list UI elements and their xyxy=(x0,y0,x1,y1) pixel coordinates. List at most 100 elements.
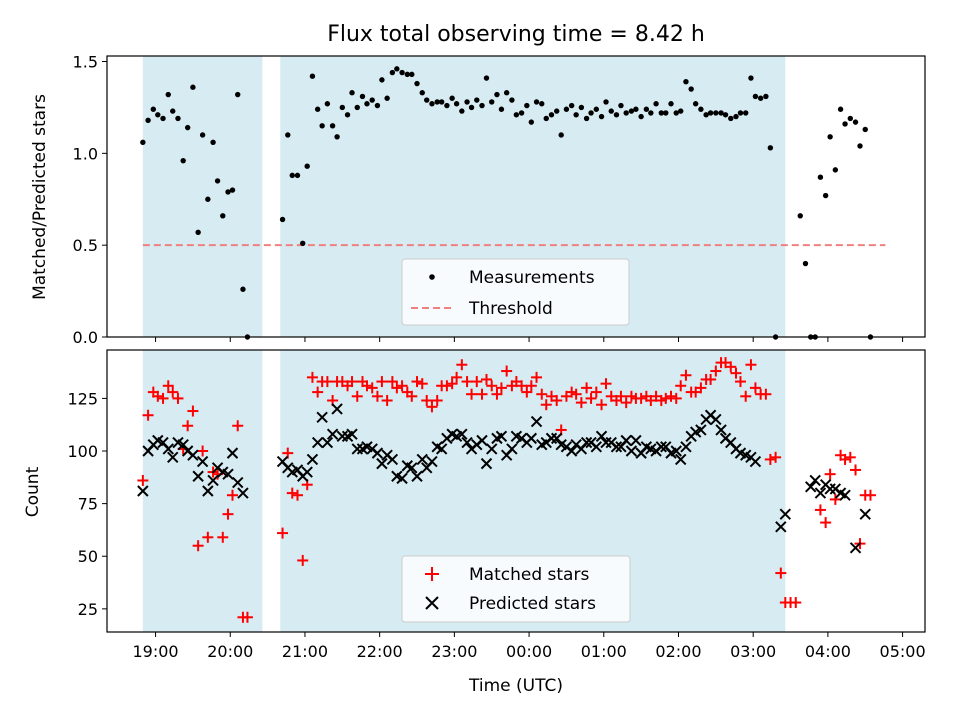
legend-matched-marker xyxy=(425,567,439,581)
matched-star-point xyxy=(381,395,393,407)
top-y-tick-label: 0.5 xyxy=(73,236,98,255)
measurement-point xyxy=(733,113,739,120)
measurement-point xyxy=(474,97,480,103)
measurement-point xyxy=(155,112,161,118)
measurement-point xyxy=(404,71,411,78)
measurement-point xyxy=(374,102,381,109)
predicted-star-point xyxy=(580,436,593,449)
matched-star-point xyxy=(152,390,164,402)
x-tick-label: 22:00 xyxy=(357,642,403,661)
measurement-point xyxy=(663,110,669,116)
measurement-point xyxy=(688,86,694,92)
measurement-point xyxy=(748,75,754,81)
matched-star-point xyxy=(824,468,836,480)
matched-star-point xyxy=(814,504,826,516)
predicted-star-point xyxy=(207,474,219,487)
measurement-point xyxy=(364,101,370,107)
predicted-star-point xyxy=(311,436,324,449)
measurement-point xyxy=(543,115,549,122)
measurement-point xyxy=(638,113,644,120)
matched-star-point xyxy=(461,376,473,388)
bottom-panel: 25 50 75 100 125 19:00 20:00 21:00 22:00 23:00 00… xyxy=(23,349,926,696)
predicted-star-point xyxy=(715,424,727,436)
matched-star-point xyxy=(466,388,478,400)
measurement-point xyxy=(394,66,400,72)
matched-star-point xyxy=(312,386,324,398)
x-tick-label: 00:00 xyxy=(506,642,552,661)
matched-star-point xyxy=(227,489,239,501)
matched-star-point xyxy=(820,517,832,529)
predicted-star-point xyxy=(695,424,707,436)
matched-star-point xyxy=(192,540,204,552)
predicted-star-point xyxy=(346,428,358,440)
bottom-y-tick-label: 75 xyxy=(78,495,98,514)
matched-star-point xyxy=(456,359,468,371)
matched-star-point xyxy=(680,369,692,381)
matched-star-point xyxy=(764,453,776,465)
measurement-point xyxy=(165,91,171,98)
measurement-point xyxy=(329,123,336,129)
matched-star-point xyxy=(585,392,597,404)
matched-star-point xyxy=(222,508,234,520)
measurement-point xyxy=(837,106,844,112)
matched-star-point xyxy=(536,388,548,400)
measurement-point xyxy=(822,192,829,199)
x-tick-label: 03:00 xyxy=(730,642,776,661)
predicted-star-point xyxy=(187,449,199,461)
measurement-point xyxy=(324,101,331,107)
predicted-star-point xyxy=(137,485,149,497)
measurement-point xyxy=(359,93,366,100)
measurement-point xyxy=(832,167,839,173)
matched-star-point xyxy=(361,380,373,392)
matched-star-point xyxy=(172,392,184,404)
matched-star-point xyxy=(540,399,552,411)
matched-star-point xyxy=(411,376,423,388)
measurements-series xyxy=(140,66,874,340)
measurement-point xyxy=(459,108,465,114)
predicted-star-point xyxy=(351,443,363,455)
matched-star-point xyxy=(406,390,418,402)
predicted-star-point xyxy=(301,466,313,478)
legend-measurements-label: Measurements xyxy=(469,268,595,288)
predicted-star-point xyxy=(779,508,792,520)
predicted-star-point xyxy=(495,430,508,442)
matched-star-point xyxy=(416,378,428,390)
matched-star-point xyxy=(660,392,672,404)
predicted-star-point xyxy=(371,447,384,459)
matched-star-point xyxy=(476,388,488,400)
matched-star-point xyxy=(202,531,214,543)
predicted-star-point xyxy=(316,411,328,424)
matched-star-point xyxy=(346,376,358,388)
predicted-star-point xyxy=(406,462,418,474)
measurement-point xyxy=(140,139,146,146)
predicted-star-point xyxy=(306,453,319,466)
legend-measurements-marker xyxy=(429,274,435,280)
measurement-point xyxy=(229,187,236,193)
predicted-star-point xyxy=(177,438,189,451)
measurement-point xyxy=(583,115,590,122)
measurement-point xyxy=(698,106,704,112)
measurement-point xyxy=(628,108,635,114)
measurement-point xyxy=(409,71,415,78)
matched-star-point xyxy=(600,378,612,390)
predicted-star-point xyxy=(775,521,787,533)
matched-star-point xyxy=(162,380,174,392)
measurement-point xyxy=(613,112,620,118)
legend-threshold-label: Threshold xyxy=(468,299,553,319)
measurement-point xyxy=(145,117,151,123)
measurement-point xyxy=(464,99,470,105)
measurement-point xyxy=(588,110,594,116)
top-panel: 0.0 0.5 1.0 1.5 Flux total observing time =… xyxy=(30,22,926,347)
predicted-star-point xyxy=(680,441,692,453)
predicted-star-point xyxy=(326,428,339,440)
x-tick-label: 01:00 xyxy=(581,642,627,661)
matched-star-point xyxy=(749,382,761,394)
measurement-point xyxy=(533,99,540,105)
measurement-point xyxy=(703,112,709,118)
matched-star-point xyxy=(306,371,318,383)
measurement-point xyxy=(593,106,600,112)
measurement-point xyxy=(554,108,560,114)
matched-star-point xyxy=(217,531,229,543)
measurement-point xyxy=(150,106,157,112)
predicted-star-point xyxy=(824,483,836,495)
